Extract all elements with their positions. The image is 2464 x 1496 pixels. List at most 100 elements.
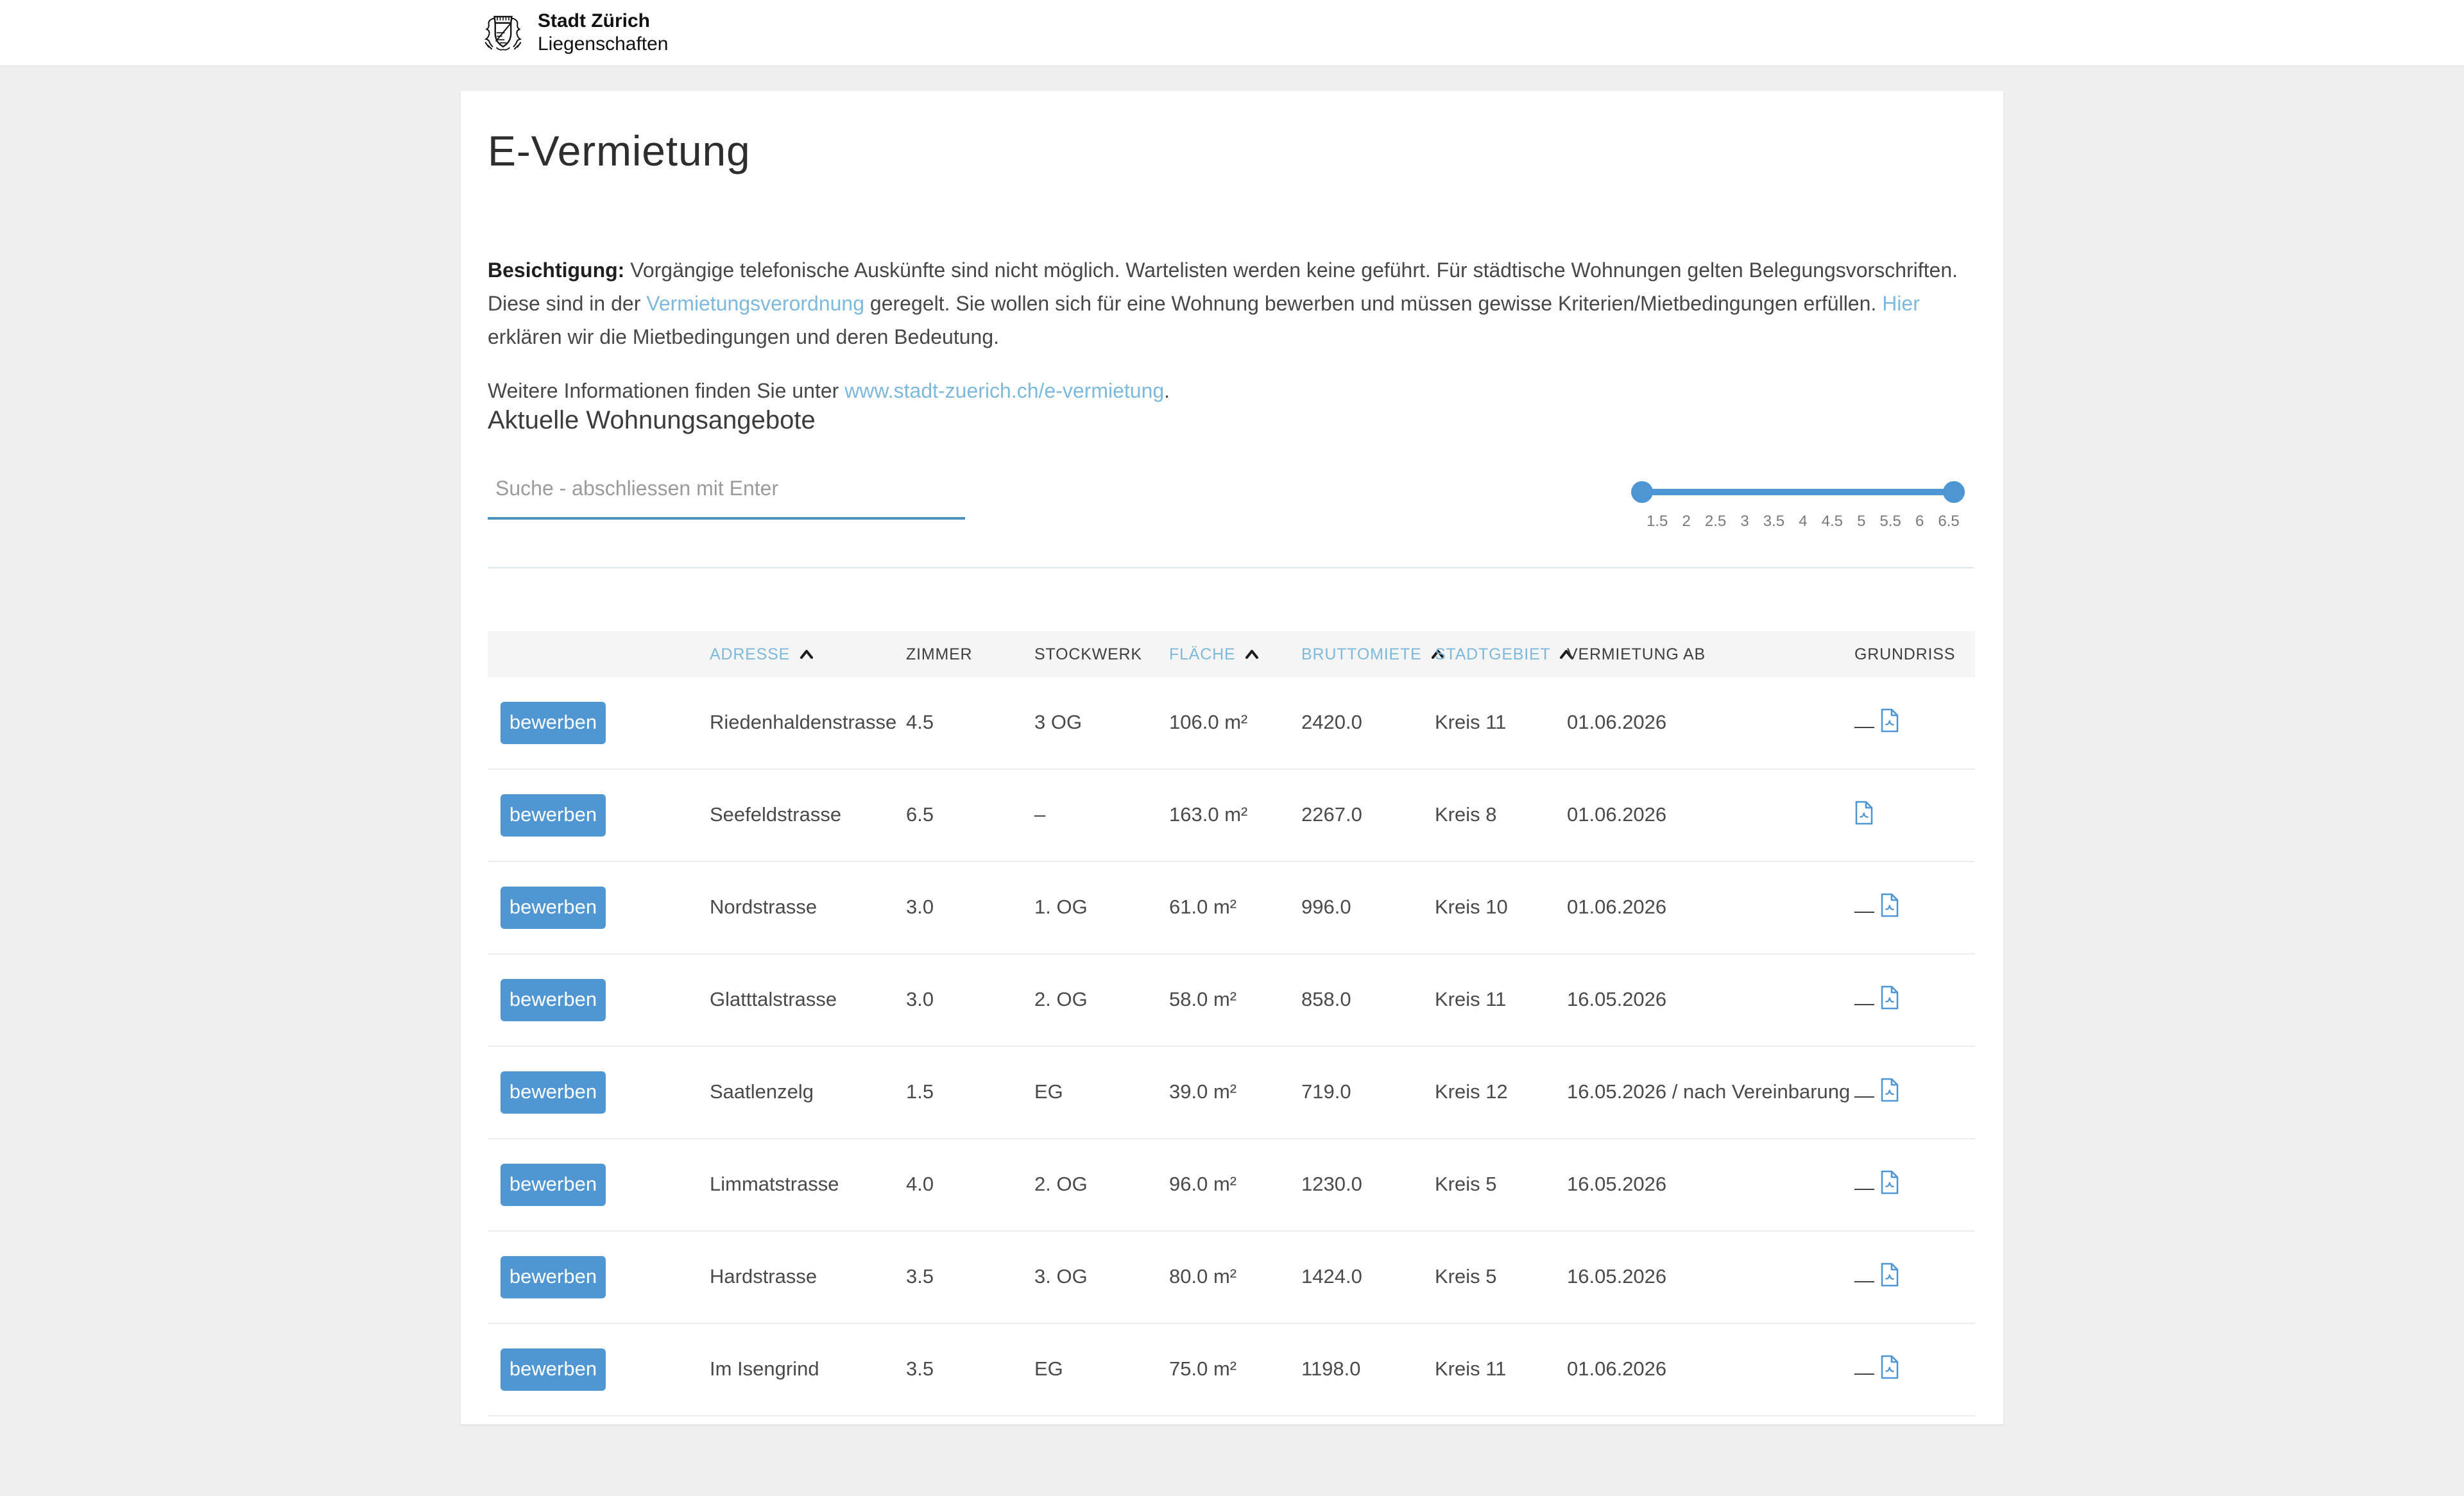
no-floorplan-dash: — [1854, 1177, 1874, 1199]
cell-flaeche: 75.0 m² [1169, 1358, 1237, 1380]
cell-flaeche: 106.0 m² [1169, 711, 1248, 733]
table-row: bewerben Riedenhaldenstrasse 4.5 3 OG 10… [488, 677, 1975, 770]
cell-actions: bewerben [488, 1348, 710, 1391]
cell-grundriss: — [1854, 985, 1975, 1016]
pdf-file-icon[interactable] [1880, 985, 1899, 1009]
logo-text: Stadt Zürich Liegenschaften [538, 10, 669, 56]
cell-zimmer: 4.0 [906, 1173, 934, 1195]
slider-tick-labels: 1.5 2 2.5 3 3.5 4 4.5 5 5.5 6 6.5 [1647, 512, 1960, 530]
cell-flaeche: 96.0 m² [1169, 1173, 1237, 1195]
pdf-file-icon[interactable] [1880, 1169, 1899, 1194]
cell-flaeche: 58.0 m² [1169, 989, 1237, 1010]
pdf-file-icon[interactable] [1880, 1077, 1899, 1101]
apply-button[interactable]: bewerben [501, 887, 606, 929]
cell-adresse: Im Isengrind [710, 1358, 819, 1380]
slider-tick-label: 6.5 [1938, 512, 1960, 530]
cell-grundriss: — [1854, 1077, 1975, 1108]
slider-tick-label: 2.5 [1704, 512, 1727, 530]
listings-table: ADRESSE ZIMMER STOCKWERK FLÄCHE BRUTTOMI [488, 631, 1975, 1416]
slider-tick-label: 4 [1799, 512, 1808, 530]
top-header-bar: Stadt Zürich Liegenschaften [0, 0, 2464, 67]
cell-stockwerk: 2. OG [1034, 1173, 1088, 1195]
apply-button[interactable]: bewerben [501, 1256, 606, 1298]
slider-handle-max[interactable] [1943, 481, 1965, 503]
slider-handle-min[interactable] [1631, 481, 1653, 503]
apply-button[interactable]: bewerben [501, 1071, 606, 1114]
cell-zimmer: 1.5 [906, 1081, 934, 1103]
no-floorplan-dash: — [1854, 1362, 1874, 1384]
cell-zimmer: 3.0 [906, 896, 934, 918]
cell-bruttomiete: 719.0 [1301, 1081, 1351, 1103]
cell-stadtgebiet: Kreis 11 [1435, 989, 1507, 1010]
column-header-label: STOCKWERK [1034, 645, 1142, 663]
cell-adresse: Glatttalstrasse [710, 989, 837, 1010]
stadt-zuerich-logo[interactable]: Stadt Zürich Liegenschaften [480, 10, 669, 56]
column-header-label: GRUNDRISS [1854, 645, 1956, 663]
column-header-stockwerk[interactable]: STOCKWERK [1034, 645, 1169, 663]
cell-flaeche: 61.0 m² [1169, 896, 1237, 918]
apply-button[interactable]: bewerben [501, 1348, 606, 1391]
column-header-bruttomiete[interactable]: BRUTTOMIETE [1301, 645, 1444, 663]
slider-tick-label: 5 [1857, 512, 1866, 530]
table-row: bewerben Im Isengrind 3.5 EG 75.0 m² 119… [488, 1324, 1975, 1416]
cell-stockwerk: 1. OG [1034, 896, 1088, 918]
intro-text-1: Vorgängige telefonische Auskünfte sind n… [488, 260, 1958, 316]
cell-stadtgebiet: Kreis 12 [1435, 1081, 1508, 1103]
pdf-file-icon[interactable] [1880, 1262, 1899, 1286]
pdf-file-icon[interactable] [1880, 892, 1899, 917]
search-input[interactable] [488, 466, 965, 520]
cell-grundriss: — [1854, 708, 1975, 738]
slider-tick-label: 3 [1740, 512, 1749, 530]
cell-actions: bewerben [488, 1164, 710, 1206]
cell-grundriss: — [1854, 1354, 1975, 1385]
no-floorplan-dash: — [1854, 1085, 1874, 1107]
content-card: E-Vermietung Besichtigung: Vorgängige te… [461, 91, 2003, 1424]
cell-bruttomiete: 2267.0 [1301, 804, 1362, 826]
e-vermietung-url-link[interactable]: www.stadt-zuerich.ch/e-vermietung [844, 381, 1165, 403]
column-header-zimmer[interactable]: ZIMMER [906, 645, 1034, 663]
column-header-vermietung-ab[interactable]: VERMIETUNG AB [1567, 645, 1854, 663]
cell-actions: bewerben [488, 979, 710, 1021]
table-row: bewerben Saatlenzelg 1.5 EG 39.0 m² 719.… [488, 1047, 1975, 1139]
apply-button[interactable]: bewerben [501, 794, 606, 837]
table-body: bewerben Riedenhaldenstrasse 4.5 3 OG 10… [488, 677, 1975, 1416]
pdf-file-icon[interactable] [1854, 800, 1874, 824]
hier-link[interactable]: Hier [1882, 294, 1920, 316]
cell-grundriss: — [1854, 1169, 1975, 1200]
pdf-file-icon[interactable] [1880, 1354, 1899, 1379]
column-header-grundriss[interactable]: GRUNDRISS [1854, 645, 1975, 663]
cell-stockwerk: EG [1034, 1358, 1063, 1380]
cell-adresse: Riedenhaldenstrasse [710, 711, 897, 733]
pdf-file-icon[interactable] [1880, 708, 1899, 732]
apply-button[interactable]: bewerben [501, 1164, 606, 1206]
column-header-flaeche[interactable]: FLÄCHE [1169, 645, 1301, 663]
stadt-zuerich-crest-icon [480, 13, 526, 54]
table-row: bewerben Seefeldstrasse 6.5 – 163.0 m² 2… [488, 770, 1975, 862]
cell-stadtgebiet: Kreis 8 [1435, 804, 1497, 826]
info-line: Weitere Informationen finden Sie unter w… [488, 381, 1170, 404]
column-header-label: BRUTTOMIETE [1301, 645, 1422, 663]
no-floorplan-dash: — [1854, 992, 1874, 1014]
vermietungsverordnung-link[interactable]: Vermietungsverordnung [646, 294, 865, 316]
slider-track[interactable] [1641, 489, 1955, 495]
cell-stockwerk: – [1034, 804, 1046, 826]
cell-stadtgebiet: Kreis 5 [1435, 1266, 1497, 1288]
cell-stadtgebiet: Kreis 5 [1435, 1173, 1497, 1195]
section-divider [488, 567, 1974, 568]
cell-stadtgebiet: Kreis 10 [1435, 896, 1508, 918]
apply-button[interactable]: bewerben [501, 702, 606, 744]
apply-button[interactable]: bewerben [501, 979, 606, 1021]
no-floorplan-dash: — [1854, 900, 1874, 922]
table-header-row: ADRESSE ZIMMER STOCKWERK FLÄCHE BRUTTOMI [488, 631, 1975, 677]
intro-bold-label: Besichtigung: [488, 260, 625, 282]
table-row: bewerben Nordstrasse 3.0 1. OG 61.0 m² 9… [488, 862, 1975, 955]
intro-text-2: geregelt. Sie wollen sich für eine Wohnu… [864, 294, 1883, 316]
cell-bruttomiete: 1230.0 [1301, 1173, 1362, 1195]
cell-bruttomiete: 858.0 [1301, 989, 1351, 1010]
cell-vermietung-ab: 16.05.2026 [1567, 989, 1667, 1010]
column-header-adresse[interactable]: ADRESSE [710, 645, 906, 663]
no-floorplan-dash: — [1854, 715, 1874, 737]
column-header-stadtgebiet[interactable]: STADTGEBIET [1435, 645, 1573, 663]
cell-vermietung-ab: 01.06.2026 [1567, 804, 1667, 826]
